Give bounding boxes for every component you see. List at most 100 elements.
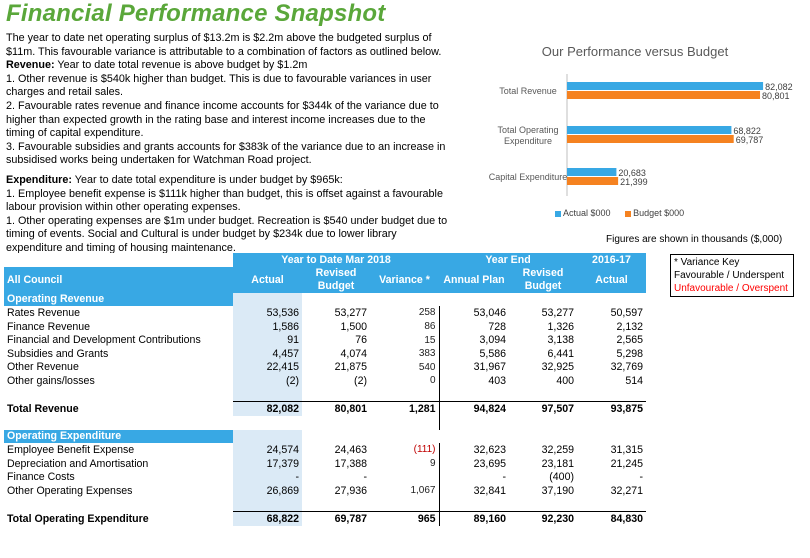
figures-note: Figures are shown in thousands ($,000) xyxy=(606,234,783,245)
revised-budget-cell: 27,936 xyxy=(334,484,367,497)
empty-cell xyxy=(302,498,370,512)
year-end-header: Year End xyxy=(439,253,577,267)
table-row: Finance Costs - - - (400) - xyxy=(4,470,646,484)
ye-revised-budget-cell: 37,190 xyxy=(541,484,574,497)
actual-cell: 82,082 xyxy=(233,401,302,416)
bar-data-label: 69,787 xyxy=(736,135,764,145)
empty-cell xyxy=(370,387,440,402)
revised-budget-cell: 24,463 xyxy=(334,443,367,456)
actual-cell: (2) xyxy=(233,374,302,388)
prior-actual-cell: 32,271 xyxy=(610,484,643,497)
revised-budget-cell: 21,875 xyxy=(334,361,367,374)
row-label: Other Operating Expenses xyxy=(7,484,133,497)
bar-budget xyxy=(567,177,619,185)
col-all-council: All Council xyxy=(4,266,233,293)
bar-data-label: 82,082 xyxy=(765,82,793,92)
table-row: Depreciation and Amortisation 17,379 17,38… xyxy=(4,456,646,471)
empty-cell xyxy=(439,430,509,444)
variance-key-favourable: Favourable / Underspent xyxy=(674,270,785,281)
empty-cell xyxy=(370,415,440,430)
empty-cell xyxy=(370,293,439,307)
variance-cell: 0 xyxy=(370,374,440,388)
variance-cell: 1,281 xyxy=(370,401,440,416)
variance-cell: 383 xyxy=(370,346,440,361)
actual-cell: 4,457 xyxy=(233,346,302,361)
revenue-point-2: 2. Favourable rates revenue and finance … xyxy=(6,99,439,140)
row-label: Depreciation and Amortisation xyxy=(7,457,149,470)
ye-revised-budget-cell: 1,326 xyxy=(547,320,574,333)
row-label: Total Operating Expenditure xyxy=(7,512,149,525)
actual-cell: 1,586 xyxy=(233,319,302,334)
prior-actual-cell: 50,597 xyxy=(610,306,643,319)
expenditure-heading: Expenditure: xyxy=(6,173,72,186)
empty-cell xyxy=(4,388,233,402)
col-ye-revised-budget: Revised Budget xyxy=(509,266,577,293)
row-label: Total Revenue xyxy=(7,402,79,415)
actual-cell: 53,536 xyxy=(233,306,302,320)
row-label: Rates Revenue xyxy=(7,306,81,319)
spacer-row xyxy=(4,415,646,430)
actual-cell xyxy=(233,292,302,307)
col-variance: Variance * xyxy=(370,266,439,293)
ye-revised-budget-cell: 92,230 xyxy=(509,511,577,526)
revised-budget-cell: (2) xyxy=(354,374,367,387)
row-label: Subsidies and Grants xyxy=(7,347,109,360)
empty-cell xyxy=(4,416,233,430)
prior-actual-cell: 2,132 xyxy=(616,320,643,333)
column-header-row: All Council Actual Revised Budget Varian… xyxy=(4,266,646,293)
revenue-heading: Revenue: xyxy=(6,59,55,72)
actual-cell: 22,415 xyxy=(233,360,302,375)
annual-plan-cell: 3,094 xyxy=(479,334,506,347)
annual-plan-cell: 31,967 xyxy=(473,361,506,374)
empty-cell xyxy=(233,497,302,512)
annual-plan-cell: 53,046 xyxy=(473,306,506,319)
prior-actual-cell: 2,565 xyxy=(616,334,643,347)
empty-cell xyxy=(302,293,370,307)
section-label: Operating Revenue xyxy=(4,292,233,307)
category-label: Total Revenue xyxy=(499,86,557,96)
revenue-summary: Revenue: Year to date total revenue is a… xyxy=(6,59,308,72)
variance-key: * Variance Key Favourable / Underspent U… xyxy=(670,254,794,297)
spacer-row xyxy=(4,497,646,512)
table-row: Other Operating Expenses 26,869 27,936 1,06… xyxy=(4,483,646,498)
empty-cell xyxy=(509,293,577,307)
category-label: Capital Expenditure xyxy=(489,172,568,182)
total-expenditure-row: Total Operating Expenditure 68,822 69,787 9… xyxy=(4,511,646,526)
col-revised-budget: Revised Budget xyxy=(302,266,370,293)
col-prior-actual: Actual xyxy=(577,266,646,293)
row-label: Finance Revenue xyxy=(7,320,91,333)
bar-actual xyxy=(567,82,764,90)
empty-cell xyxy=(577,416,646,430)
operating-revenue-section: Operating Revenue xyxy=(4,292,646,307)
actual-cell: 26,869 xyxy=(233,483,302,498)
bar-budget xyxy=(567,135,734,143)
empty-cell xyxy=(577,388,646,402)
actual-cell xyxy=(233,429,302,444)
row-label: Other Revenue xyxy=(7,361,79,374)
variance-cell: (111) xyxy=(370,443,440,457)
prior-actual-cell: 84,830 xyxy=(577,511,646,526)
empty-cell xyxy=(577,293,646,307)
row-label: Employee Benefit Expense xyxy=(7,443,135,456)
ye-revised-budget-cell: 6,441 xyxy=(547,347,574,360)
page-title: Financial Performance Snapshot xyxy=(6,0,386,27)
revised-budget-cell: - xyxy=(363,471,367,484)
revised-budget-cell: 53,277 xyxy=(334,306,367,319)
operating-expenditure-section: Operating Expenditure xyxy=(4,429,646,444)
variance-cell: 9 xyxy=(370,456,440,471)
ye-revised-budget-cell: 97,507 xyxy=(509,401,577,416)
annual-plan-cell: 728 xyxy=(488,320,506,333)
empty-cell xyxy=(509,498,577,512)
variance-cell: 258 xyxy=(370,306,440,320)
annual-plan-cell: 89,160 xyxy=(439,511,509,526)
col-annual-plan: Annual Plan xyxy=(439,266,509,293)
annual-plan-cell: 5,586 xyxy=(479,347,506,360)
expenditure-summary: Expenditure: Year to date total expendit… xyxy=(6,173,343,186)
variance-cell: 1,067 xyxy=(370,483,440,498)
annual-plan-cell: 23,695 xyxy=(473,457,506,470)
empty-cell xyxy=(439,498,509,512)
bar-actual xyxy=(567,126,732,134)
revised-budget-cell: 4,074 xyxy=(340,347,367,360)
bar-data-label: 21,399 xyxy=(620,177,648,187)
